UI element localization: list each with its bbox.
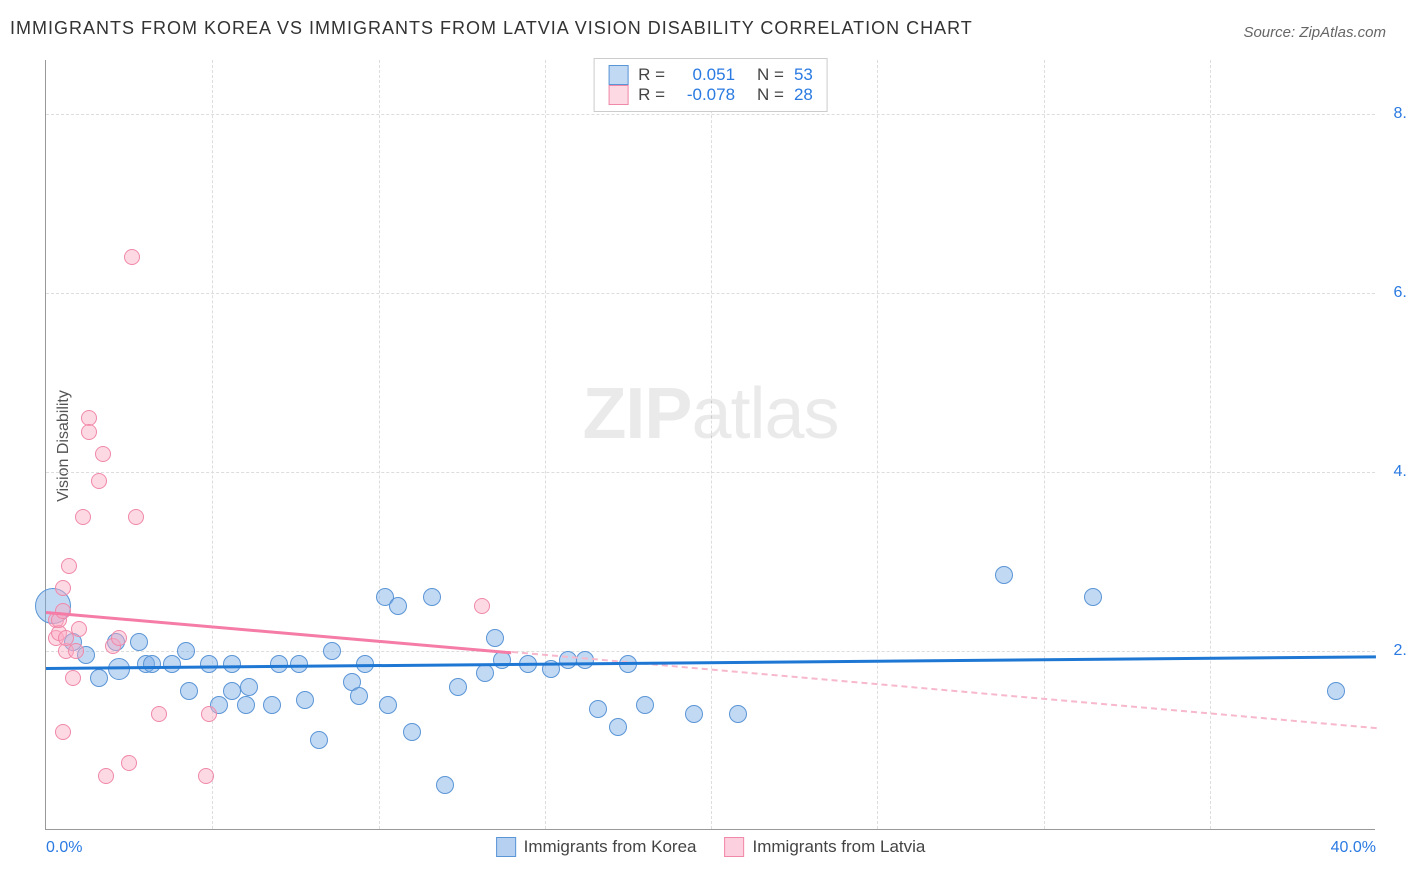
legend-n-label: N = — [757, 65, 784, 85]
data-point — [75, 509, 91, 525]
data-point — [1327, 682, 1345, 700]
gridline-v — [877, 60, 878, 829]
data-point — [61, 558, 77, 574]
data-point — [71, 621, 87, 637]
legend-swatch — [608, 65, 628, 85]
y-tick-label: 8.0% — [1380, 105, 1406, 123]
data-point — [685, 705, 703, 723]
data-point — [143, 655, 161, 673]
gridline-v — [1044, 60, 1045, 829]
data-point — [995, 566, 1013, 584]
data-point — [201, 706, 217, 722]
gridline-v — [545, 60, 546, 829]
data-point — [68, 643, 84, 659]
watermark: ZIPatlas — [582, 373, 838, 455]
x-tick-min: 0.0% — [46, 839, 82, 857]
data-point — [124, 249, 140, 265]
legend-series-label: Immigrants from Latvia — [753, 837, 926, 857]
data-point — [636, 696, 654, 714]
legend-swatch — [608, 85, 628, 105]
data-point — [729, 705, 747, 723]
data-point — [95, 446, 111, 462]
data-point — [198, 768, 214, 784]
data-point — [55, 580, 71, 596]
data-point — [389, 597, 407, 615]
data-point — [121, 755, 137, 771]
legend-n-label: N = — [757, 85, 784, 105]
y-tick-label: 6.0% — [1380, 284, 1406, 302]
data-point — [609, 718, 627, 736]
data-point — [1084, 588, 1102, 606]
data-point — [310, 731, 328, 749]
data-point — [436, 776, 454, 794]
data-point — [379, 696, 397, 714]
data-point — [486, 629, 504, 647]
data-point — [90, 669, 108, 687]
data-point — [130, 633, 148, 651]
legend-series-label: Immigrants from Korea — [524, 837, 697, 857]
data-point — [589, 700, 607, 718]
scatter-plot-area: ZIPatlas R =0.051N =53R =-0.078N =28 Imm… — [45, 60, 1375, 830]
legend-swatch — [725, 837, 745, 857]
legend-n-value: 53 — [794, 65, 813, 85]
data-point — [559, 651, 577, 669]
data-point — [98, 768, 114, 784]
y-tick-label: 4.0% — [1380, 463, 1406, 481]
data-point — [200, 655, 218, 673]
legend-swatch — [496, 837, 516, 857]
data-point — [403, 723, 421, 741]
data-point — [423, 588, 441, 606]
data-point — [177, 642, 195, 660]
data-point — [474, 598, 490, 614]
data-point — [263, 696, 281, 714]
correlation-legend: R = 0.051 N = 53 R = -0.078 N = 28 — [593, 58, 828, 112]
data-point — [180, 682, 198, 700]
source-attribution: Source: ZipAtlas.com — [1243, 24, 1386, 41]
data-point — [128, 509, 144, 525]
data-point — [55, 724, 71, 740]
x-tick-max: 40.0% — [1331, 839, 1376, 857]
data-point — [449, 678, 467, 696]
legend-r-value: -0.078 — [675, 85, 735, 105]
legend-n-value: 28 — [794, 85, 813, 105]
legend-r-label: R = — [638, 85, 665, 105]
data-point — [476, 664, 494, 682]
data-point — [55, 603, 71, 619]
y-tick-label: 2.0% — [1380, 642, 1406, 660]
data-point — [91, 473, 107, 489]
data-point — [296, 691, 314, 709]
legend-r-value: 0.051 — [675, 65, 735, 85]
data-point — [240, 678, 258, 696]
data-point — [323, 642, 341, 660]
data-point — [237, 696, 255, 714]
data-point — [163, 655, 181, 673]
data-point — [350, 687, 368, 705]
data-point — [81, 424, 97, 440]
data-point — [111, 630, 127, 646]
series-legend: Immigrants from Korea Immigrants from Lat… — [496, 837, 926, 857]
legend-r-label: R = — [638, 65, 665, 85]
data-point — [65, 670, 81, 686]
gridline-v — [379, 60, 380, 829]
data-point — [151, 706, 167, 722]
chart-title: IMMIGRANTS FROM KOREA VS IMMIGRANTS FROM… — [10, 18, 973, 39]
